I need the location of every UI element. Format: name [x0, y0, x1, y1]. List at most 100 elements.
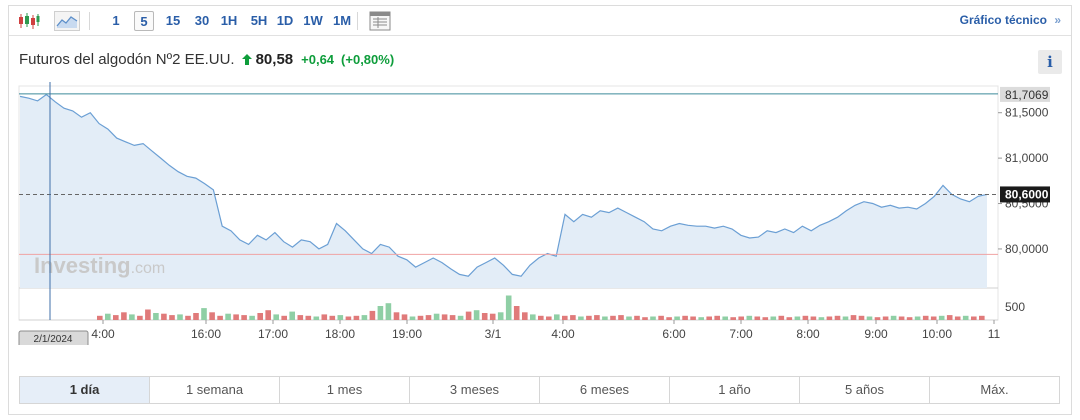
candlestick-icon[interactable]: [17, 11, 41, 31]
volume-bar: [522, 312, 528, 320]
y-tick-label: 81,0000: [1005, 151, 1049, 165]
volume-bar: [690, 316, 696, 320]
volume-bar: [473, 310, 480, 320]
x-tick-label: 19:00: [392, 327, 422, 341]
volume-bar: [449, 315, 456, 320]
volume-bar: [642, 317, 648, 320]
range-button-2[interactable]: 1 mes: [280, 377, 410, 403]
instrument-header: Futuros del algodón Nº2 EE.UU. 80,58 +0,…: [19, 49, 394, 69]
area-chart-icon[interactable]: [54, 11, 80, 31]
crosshair-date: 2/1/2024: [34, 334, 73, 345]
price-change: +0,64: [301, 51, 335, 67]
volume-bar: [369, 310, 376, 320]
price-area: [20, 94, 987, 288]
timeframe-15[interactable]: 15: [165, 13, 181, 28]
range-button-7[interactable]: Máx.: [980, 382, 1009, 397]
volume-bar: [850, 315, 857, 320]
volume-bar: [802, 315, 809, 320]
volume-bar: [393, 312, 400, 320]
high-label-box: [1000, 86, 1050, 102]
timeframe-5h[interactable]: 5H: [250, 13, 268, 28]
volume-bar: [161, 313, 167, 320]
timeframe-1[interactable]: 1: [112, 13, 120, 28]
volume-bar: [658, 315, 664, 320]
toolbar-separator: [89, 12, 90, 30]
volume-bar: [786, 317, 793, 320]
price-chart[interactable]: 81,500081,000080,500080,000050081,706980…: [0, 0, 1080, 345]
timeframe-5[interactable]: 5: [134, 11, 154, 31]
volume-bar: [578, 316, 584, 320]
range-button-0[interactable]: 1 día: [20, 377, 150, 403]
timeframe-30[interactable]: 30: [194, 13, 210, 28]
volume-bar: [586, 315, 592, 320]
range-button-1[interactable]: 1 semana: [150, 377, 280, 403]
volume-bar: [305, 315, 312, 320]
x-tick-label: 18:00: [325, 327, 355, 341]
high-label: 81,7069: [1005, 88, 1049, 102]
volume-bar: [233, 314, 239, 320]
volume-tick-label: 500: [1005, 300, 1025, 314]
volume-bar: [345, 316, 352, 320]
volume-bar: [457, 315, 464, 320]
volume-bar: [562, 315, 568, 320]
volume-bar: [930, 316, 937, 320]
volume-bar: [377, 306, 384, 320]
x-tick-label: 9:00: [864, 327, 888, 341]
volume-bar: [273, 314, 279, 320]
volume-bar: [882, 316, 889, 320]
x-tick-label: 4:00: [91, 327, 115, 341]
range-button-6[interactable]: 5 años: [800, 377, 930, 403]
volume-bar: [97, 315, 103, 320]
timeframe-1d[interactable]: 1D: [276, 13, 294, 28]
x-tick-label: 8:00: [796, 327, 820, 341]
volume-bar: [858, 315, 865, 320]
volume-bar: [570, 315, 576, 320]
volume-bar: [241, 315, 247, 320]
crosshair-date-box: [18, 330, 89, 345]
volume-bar: [169, 315, 175, 320]
technical-chart-link[interactable]: Gráfico técnico »: [960, 13, 1061, 27]
range-button-5[interactable]: 1 año: [670, 377, 800, 403]
up-arrow-icon: [241, 53, 252, 65]
info-button[interactable]: i: [1038, 50, 1062, 74]
volume-bar: [337, 315, 344, 320]
price-change-percent: (+0,80%): [341, 51, 395, 67]
watermark-suffix: .com: [131, 260, 166, 277]
current-price-label: 80,6000: [1005, 187, 1049, 201]
range-button-4[interactable]: 6 meses: [540, 377, 670, 403]
volume-bar: [289, 311, 295, 320]
volume-bar: [353, 315, 360, 320]
x-tick-label: 17:00: [258, 327, 288, 341]
volume-bar: [754, 316, 761, 320]
volume-bar: [409, 316, 416, 320]
volume-bar: [770, 316, 777, 320]
volume-bar: [794, 316, 801, 320]
x-tick-label: 4:00: [551, 327, 575, 341]
volume-bar: [530, 314, 536, 320]
chart-toolbar: 1 5 15 30 1H 5H 1D 1W 1M Gráfico técnico »: [9, 6, 1071, 36]
volume-bar: [650, 316, 656, 320]
y-tick-label: 81,5000: [1005, 106, 1049, 120]
x-tick-label: 11: [988, 327, 1001, 341]
range-button-3[interactable]: 3 meses: [410, 377, 540, 403]
volume-bar: [465, 311, 472, 320]
volume-bar: [145, 309, 151, 320]
last-price: 80,58: [255, 50, 294, 68]
volume-bar: [313, 316, 320, 320]
volume-bar: [778, 315, 785, 320]
volume-bar: [225, 313, 231, 320]
volume-bar: [385, 303, 392, 320]
volume-bar: [321, 314, 328, 320]
volume-bar: [866, 316, 873, 320]
range-selector: 1 día 1 semana 1 mes 3 meses 6 meses 1 año 5 a…: [19, 376, 1060, 404]
volume-bar: [201, 308, 207, 320]
volume-bar: [193, 313, 199, 320]
volume-bar: [714, 315, 720, 320]
timeframe-1h[interactable]: 1H: [220, 13, 238, 28]
timeframe-1m[interactable]: 1M: [332, 13, 352, 28]
volume-bar: [922, 315, 929, 320]
volume-bar: [433, 313, 440, 320]
table-icon[interactable]: [369, 11, 391, 31]
volume-bar: [513, 306, 520, 320]
timeframe-1w[interactable]: 1W: [303, 13, 323, 28]
